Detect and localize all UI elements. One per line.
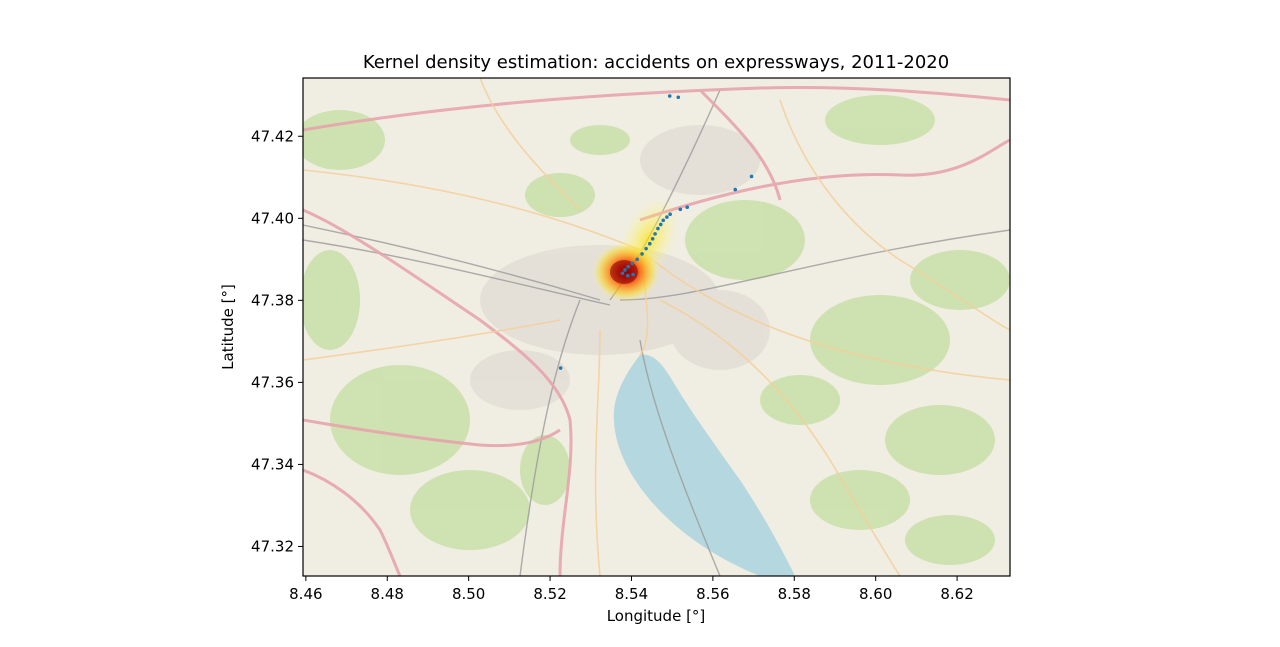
x-tick-label: 8.48 [371, 585, 404, 603]
accident-point [685, 205, 690, 210]
basemap [303, 78, 1010, 576]
accident-point [661, 218, 666, 223]
lake-zurich [613, 354, 795, 576]
accident-point [678, 207, 683, 212]
y-tick-label: 47.32 [251, 537, 294, 555]
accident-point [656, 226, 660, 231]
accident-point [620, 271, 625, 276]
accident-point [749, 174, 754, 179]
accident-point [668, 212, 672, 216]
x-tick-label: 8.62 [940, 585, 973, 603]
density-kde [592, 196, 679, 302]
chart-title: Kernel density estimation: accidents on … [363, 52, 949, 73]
x-tick-label: 8.52 [533, 585, 566, 603]
accident-points [558, 94, 754, 370]
x-tick-label: 8.60 [859, 585, 892, 603]
y-axis: 47.32 47.34 47.36 47.38 47.40 47.42 [251, 127, 303, 555]
y-tick-label: 47.38 [251, 291, 294, 309]
y-tick-label: 47.42 [251, 127, 294, 145]
accident-point [676, 95, 681, 100]
accident-point [558, 366, 563, 370]
basemap-forests [303, 95, 1010, 565]
accident-point [644, 246, 648, 251]
y-axis-label: Latitude [°] [219, 284, 237, 370]
accident-point [733, 187, 738, 192]
y-tick-label: 47.40 [251, 209, 294, 227]
x-tick-label: 8.56 [696, 585, 729, 603]
accident-point [626, 264, 631, 269]
accident-point [635, 257, 639, 262]
accident-point [630, 261, 635, 266]
x-tick-label: 8.50 [452, 585, 485, 603]
y-tick-label: 47.36 [251, 373, 294, 391]
accident-point [667, 94, 672, 98]
x-tick-label: 8.54 [615, 585, 648, 603]
accident-point [631, 272, 635, 277]
x-axis-label: Longitude [°] [607, 607, 706, 625]
accident-point [653, 232, 657, 236]
plot-area [303, 78, 1010, 576]
accident-point [640, 252, 644, 256]
density-core [610, 260, 638, 284]
accident-point [626, 273, 630, 278]
axes-frame [302, 77, 1011, 577]
y-tick-label: 47.34 [251, 455, 294, 473]
accident-point [623, 268, 627, 272]
accident-point [658, 222, 663, 227]
accident-point [647, 241, 652, 246]
x-tick-label: 8.46 [289, 585, 322, 603]
basemap-motorways [303, 85, 1010, 576]
accident-point [650, 237, 655, 241]
accident-point [665, 215, 669, 219]
basemap-roads [303, 78, 1010, 576]
x-axis: 8.46 8.48 8.50 8.52 8.54 8.56 8.58 8.60 8.62 [289, 576, 974, 603]
x-tick-label: 8.58 [778, 585, 811, 603]
